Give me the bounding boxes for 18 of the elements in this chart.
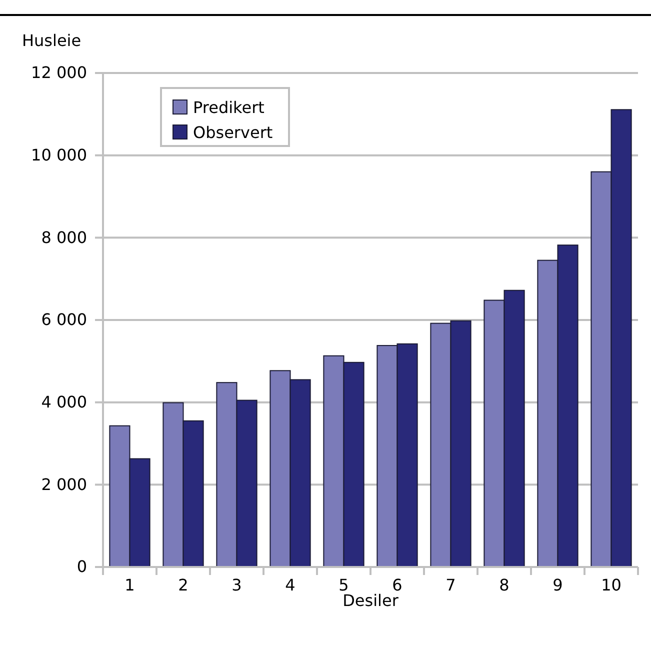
x-tick-label: 10: [601, 575, 622, 594]
x-tick-label: 1: [124, 575, 135, 594]
x-tick-label: 9: [552, 575, 563, 594]
y-tick-label: 0: [76, 557, 87, 576]
legend-label: Observert: [193, 123, 273, 142]
x-tick-label: 8: [499, 575, 510, 594]
y-tick-label: 2 000: [41, 474, 87, 494]
x-tick-label: 7: [446, 575, 456, 594]
y-axis-title: Husleie: [22, 31, 82, 50]
y-tick-label: 8 000: [41, 228, 87, 247]
legend-label: Predikert: [193, 98, 264, 117]
x-tick-label: 3: [232, 575, 242, 594]
y-tick-label: 10 000: [31, 145, 87, 164]
x-tick-label: 4: [285, 575, 296, 594]
y-tick-label: 4 000: [41, 392, 87, 412]
y-tick-label: 6 000: [41, 310, 87, 330]
y-tick-label: 12 000: [31, 63, 87, 82]
x-tick-label: 2: [178, 575, 188, 594]
